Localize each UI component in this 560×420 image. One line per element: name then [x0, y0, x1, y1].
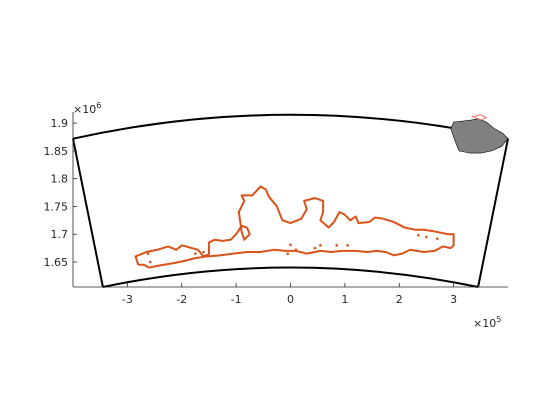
- x-tick-label: 0: [287, 293, 294, 306]
- island-marker: [436, 237, 439, 240]
- y-tick-label: 1.75: [44, 200, 69, 213]
- island-marker: [148, 260, 152, 264]
- frame-right-edge: [477, 138, 509, 288]
- island-marker: [335, 244, 339, 247]
- y-tick-label: 1.8: [51, 173, 69, 186]
- island-marker: [294, 248, 298, 252]
- island-marker: [289, 243, 292, 247]
- island-marker: [319, 244, 322, 247]
- frame-left-edge: [72, 138, 104, 288]
- island-marker: [425, 235, 428, 239]
- inset-landmass: [450, 118, 509, 154]
- y-tick-label: 1.9: [51, 117, 69, 130]
- x-tick-label: -1: [231, 293, 242, 306]
- island-marker: [346, 244, 349, 247]
- projection-frame: [72, 113, 509, 288]
- x-exponent-label: ×105: [473, 315, 501, 330]
- island-markers: [146, 234, 439, 264]
- x-tick-label: -2: [176, 293, 187, 306]
- inset-region: [450, 114, 509, 154]
- y-tick-label: 1.7: [51, 228, 69, 241]
- coastline-outline: [134, 185, 455, 269]
- frame-bottom-arc: [102, 266, 479, 288]
- island-marker: [202, 250, 205, 254]
- y-tick-label: 1.85: [44, 145, 69, 158]
- tick-labels: -3 -2 -1 0 1 2 3 1.65 1.7 1.75 1.8 1.85 1.9: [44, 117, 458, 306]
- y-exponent-label: ×106: [73, 101, 101, 116]
- region-outline: [134, 185, 455, 269]
- island-marker: [313, 246, 317, 250]
- inset-highlight: [470, 114, 488, 121]
- x-tick-label: -3: [122, 293, 133, 306]
- island-marker: [146, 252, 150, 255]
- island-marker: [286, 252, 290, 255]
- x-tick-label: 3: [450, 293, 457, 306]
- y-tick-label: 1.65: [44, 256, 69, 269]
- island-marker: [194, 252, 197, 255]
- island-marker: [416, 234, 420, 237]
- axes: [72, 112, 508, 288]
- frame-top-arc: [72, 113, 509, 140]
- x-tick-label: 2: [396, 293, 403, 306]
- x-tick-label: 1: [341, 293, 348, 306]
